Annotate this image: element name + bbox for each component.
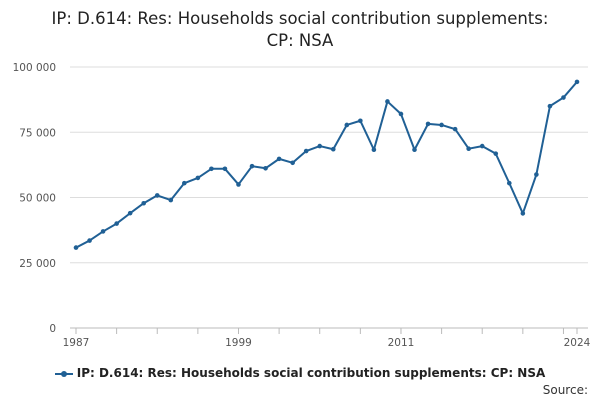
data-point [466,146,471,151]
data-point [574,79,580,85]
data-point [141,200,147,206]
data-point [425,121,431,127]
data-point [127,210,133,216]
y-tick-label: 75 000 [19,127,56,139]
x-tick-label: 1987 [63,337,90,349]
data-point [114,221,119,226]
data-point [168,197,174,203]
data-point [534,172,539,177]
data-point [87,238,92,243]
data-point [547,103,553,109]
data-point [330,146,336,152]
data-point [263,165,268,171]
data-point [371,147,377,153]
y-tick-label: 25 000 [19,258,56,270]
data-point [479,143,485,149]
data-point [303,148,309,154]
data-point [506,180,512,186]
gridlines [70,66,588,264]
y-tick-label: 50 000 [19,193,56,205]
data-point [154,193,160,198]
data-point [182,180,187,186]
data-point [100,229,106,234]
data-point [358,118,363,124]
data-point [222,166,228,172]
data-point [236,182,241,187]
axes [70,327,588,334]
data-point [412,147,417,153]
legend-swatch-icon [54,369,73,379]
data-point [398,111,404,117]
legend-label: IP: D.614: Res: Households social contri… [76,366,546,380]
y-tick-label: 100 000 [13,62,56,74]
legend: IP: D.614: Res: Households social contri… [0,364,600,382]
chart-title: IP: D.614: Res: Households social contri… [0,8,600,52]
chart-title-line-1: IP: D.614: Res: Households social contri… [51,9,549,28]
y-axis-ticks: 0 25 000 50 000 75 000 100 000 [13,62,56,335]
data-point [520,211,526,216]
data-point [385,99,390,104]
source-label: Source: [542,383,588,397]
legend-dot [60,370,67,377]
x-tick-label: 2024 [564,337,591,349]
data-point [344,122,350,128]
data-point [73,245,79,250]
x-axis-ticks: 1987 1999 2011 2024 [63,337,591,349]
data-point [276,156,282,162]
data-point [290,160,295,166]
data-point [249,163,255,169]
data-point [209,166,214,172]
y-tick-label: 0 [49,323,56,335]
data-point [452,126,458,132]
data-point [317,143,323,149]
data-series [73,79,580,250]
data-point [561,95,566,100]
data-point [439,122,444,128]
data-point [195,175,201,181]
chart-title-line-2: CP: NSA [266,31,334,50]
series-line [75,81,578,249]
x-tick-label: 2011 [388,337,415,349]
data-point [493,151,499,156]
x-tick-label: 1999 [225,337,252,349]
